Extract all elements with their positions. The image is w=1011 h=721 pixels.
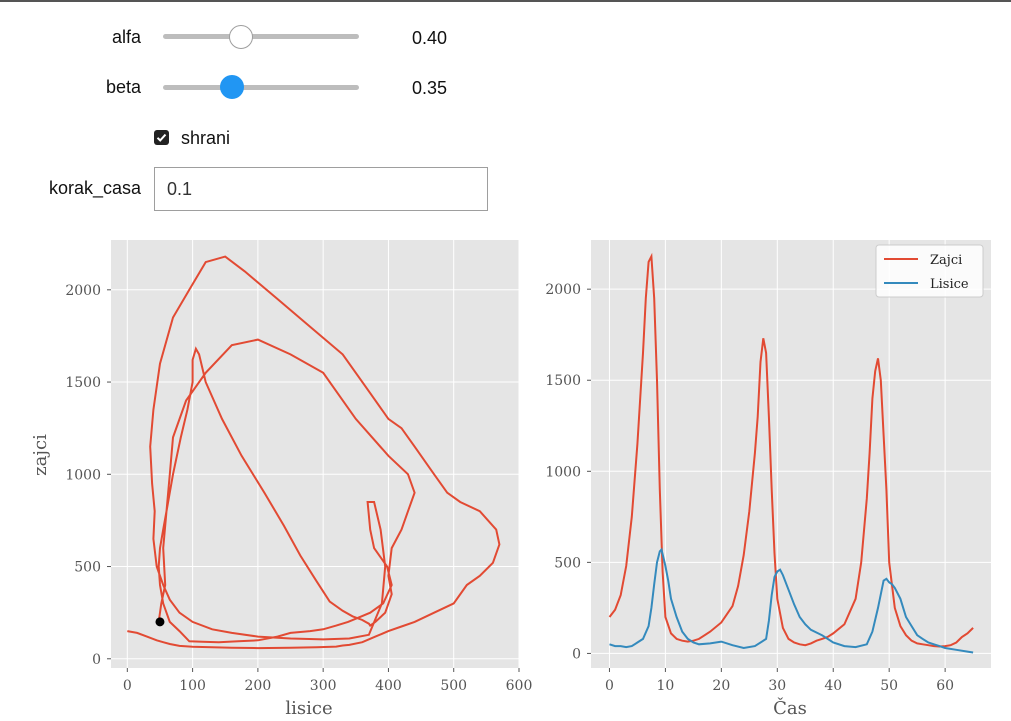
lisice-series-line <box>609 547 974 654</box>
legend-lisice-label: Lisice <box>930 277 969 292</box>
time-plot-x-ticks: 0 10 20 30 40 50 60 <box>605 668 954 694</box>
x-tick-label: 20 <box>712 678 730 694</box>
current-state-marker <box>155 617 165 627</box>
x-tick-label: 0 <box>123 678 132 694</box>
beta-slider-track[interactable] <box>163 85 359 90</box>
phase-plot-ylabel: zajci <box>30 434 51 476</box>
shrani-checkbox[interactable] <box>154 130 169 145</box>
x-tick-label: 100 <box>179 678 206 694</box>
y-tick-label: 1000 <box>65 467 101 483</box>
y-tick-label: 1500 <box>545 373 581 389</box>
x-tick-label: 500 <box>440 678 467 694</box>
x-tick-label: 400 <box>375 678 402 694</box>
shrani-label: shrani <box>181 128 231 148</box>
y-tick-label: 0 <box>92 652 101 668</box>
time-series-plot: 0 10 20 30 40 50 60 0 500 1000 1500 2000 Čas Zajci… <box>545 240 991 719</box>
time-plot-y-ticks: 0 500 1000 1500 2000 <box>545 282 591 662</box>
y-tick-label: 1000 <box>545 464 581 480</box>
legend-zajci-label: Zajci <box>930 253 962 268</box>
phase-plot-background <box>111 240 519 668</box>
korak-casa-label: korak_casa <box>48 178 141 198</box>
x-tick-label: 40 <box>824 678 842 694</box>
y-tick-label: 0 <box>572 646 581 662</box>
y-tick-label: 500 <box>554 555 581 571</box>
korak-casa-input[interactable] <box>154 167 488 211</box>
x-tick-label: 200 <box>245 678 272 694</box>
beta-label: beta <box>105 77 141 97</box>
x-tick-label: 600 <box>506 678 533 694</box>
phase-plot-xlabel: lisice <box>285 698 332 719</box>
beta-slider-handle[interactable] <box>219 75 244 99</box>
legend: Zajci Lisice <box>875 244 984 298</box>
top-border <box>0 0 1011 2</box>
alfa-slider-handle[interactable] <box>229 25 254 49</box>
phase-plot-grid <box>111 240 520 668</box>
phase-plot: 0 100 200 300 400 500 600 0 500 1000 1500 2000 lis… <box>30 240 532 719</box>
time-plot-xlabel: Čas <box>773 696 807 719</box>
phase-trajectory-line <box>127 255 501 650</box>
check-icon <box>156 133 167 142</box>
beta-value: 0.35 <box>412 78 448 98</box>
phase-plot-x-ticks: 0 100 200 300 400 500 600 <box>123 668 533 694</box>
x-tick-label: 60 <box>936 678 954 694</box>
y-tick-label: 500 <box>74 560 101 576</box>
x-tick-label: 50 <box>880 678 898 694</box>
y-tick-label: 2000 <box>545 282 581 298</box>
alfa-label: alfa <box>111 27 141 47</box>
zajci-series-line <box>608 252 974 648</box>
x-tick-label: 300 <box>310 678 337 694</box>
alfa-slider-track[interactable] <box>163 34 359 39</box>
phase-plot-y-ticks: 0 500 1000 1500 2000 <box>65 283 111 668</box>
y-tick-label: 2000 <box>65 283 101 299</box>
x-tick-label: 0 <box>605 678 614 694</box>
alfa-value: 0.40 <box>412 28 448 48</box>
x-tick-label: 30 <box>768 678 786 694</box>
y-tick-label: 1500 <box>65 375 101 391</box>
x-tick-label: 10 <box>656 678 674 694</box>
